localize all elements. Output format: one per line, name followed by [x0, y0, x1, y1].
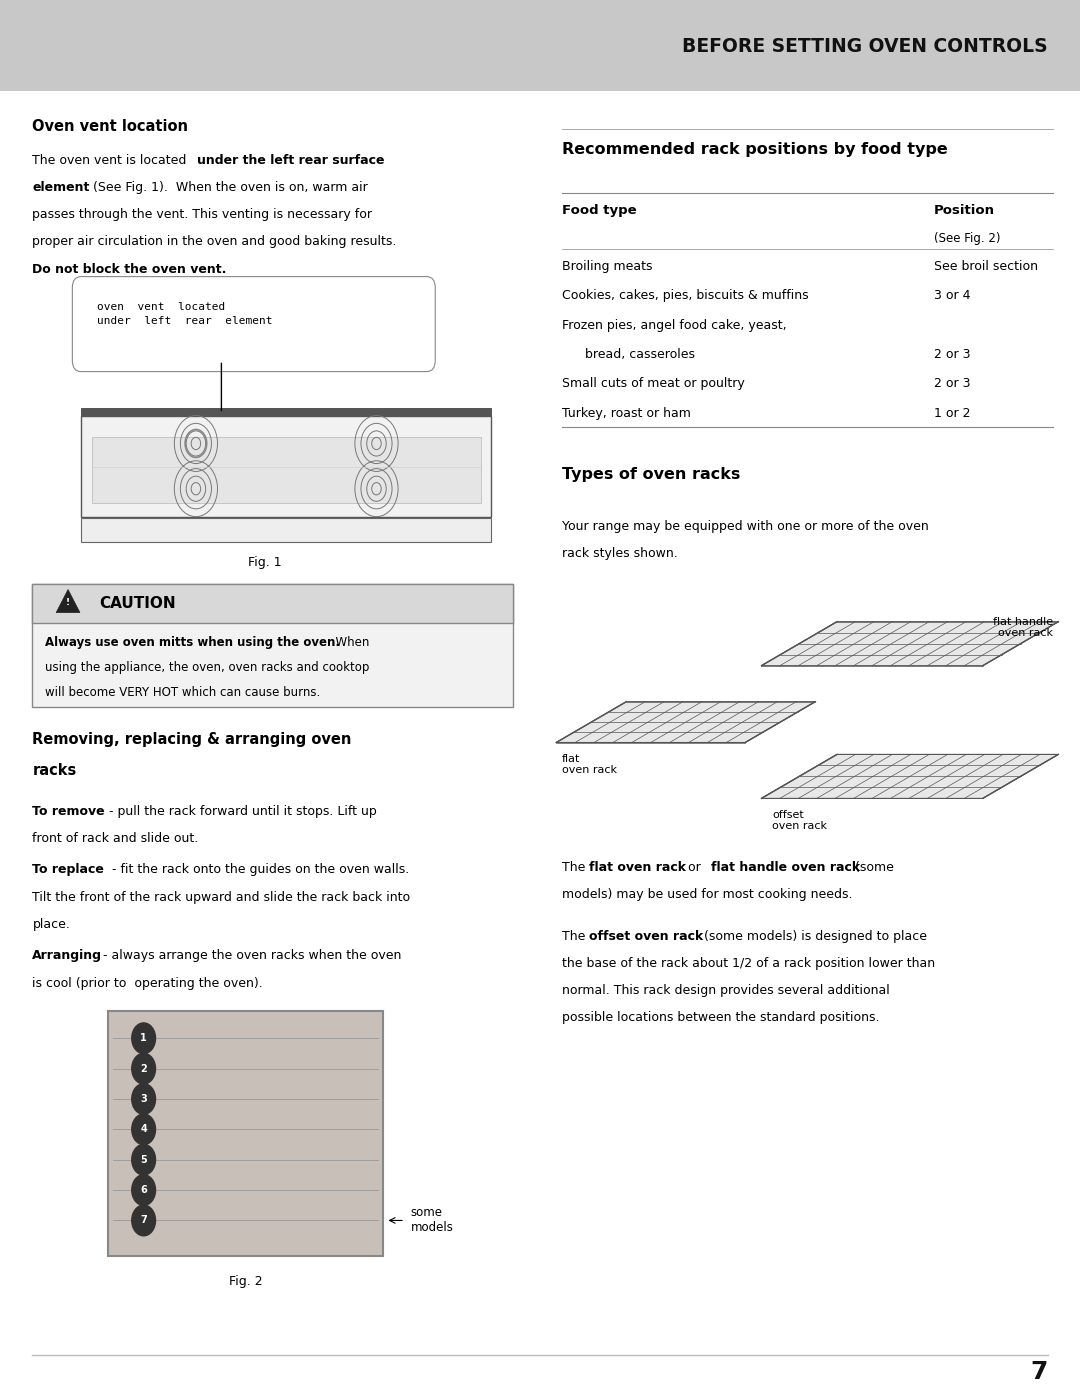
Text: models) may be used for most cooking needs.: models) may be used for most cooking nee…	[562, 888, 852, 901]
Text: The: The	[562, 930, 589, 943]
Text: The oven vent is located: The oven vent is located	[32, 154, 191, 166]
Text: (some models) is designed to place: (some models) is designed to place	[700, 930, 927, 943]
Text: (See Fig. 2): (See Fig. 2)	[934, 232, 1001, 244]
Circle shape	[132, 1144, 156, 1175]
Text: Fig. 1: Fig. 1	[247, 556, 282, 569]
Bar	[81, 518, 491, 542]
Polygon shape	[56, 590, 80, 612]
Text: CAUTION: CAUTION	[99, 597, 176, 610]
Text: or: or	[684, 862, 704, 875]
Text: normal. This rack design provides several additional: normal. This rack design provides severa…	[562, 985, 889, 997]
Circle shape	[132, 1053, 156, 1084]
Text: some
models: some models	[410, 1207, 454, 1235]
Text: Broiling meats: Broiling meats	[562, 260, 652, 272]
Circle shape	[132, 1113, 156, 1144]
Text: To remove: To remove	[32, 805, 105, 817]
Text: offset
oven rack: offset oven rack	[772, 810, 827, 831]
Bar	[108, 1011, 383, 1256]
Text: Oven vent location: Oven vent location	[32, 119, 188, 134]
Text: 1 or 2: 1 or 2	[934, 407, 971, 419]
Circle shape	[132, 1084, 156, 1115]
Text: flat oven rack: flat oven rack	[589, 862, 686, 875]
Text: Small cuts of meat or poultry: Small cuts of meat or poultry	[562, 377, 744, 390]
Text: possible locations between the standard positions.: possible locations between the standard …	[562, 1011, 879, 1024]
Text: Tilt the front of the rack upward and slide the rack back into: Tilt the front of the rack upward and sl…	[32, 891, 410, 904]
Text: 7: 7	[1030, 1359, 1048, 1384]
Text: flat
oven rack: flat oven rack	[562, 754, 617, 775]
Text: Removing, replacing & arranging oven: Removing, replacing & arranging oven	[32, 732, 352, 747]
Text: 6: 6	[140, 1185, 147, 1194]
Text: offset oven rack: offset oven rack	[589, 930, 703, 943]
Bar	[0, 0, 1080, 91]
Text: will become VERY HOT which can cause burns.: will become VERY HOT which can cause bur…	[45, 686, 321, 698]
Text: 3: 3	[140, 1094, 147, 1104]
Text: - pull the rack forward until it stops. Lift up: - pull the rack forward until it stops. …	[105, 805, 377, 817]
Text: Arranging: Arranging	[32, 950, 103, 963]
Polygon shape	[761, 622, 1058, 666]
Bar	[32, 584, 513, 623]
Circle shape	[132, 1206, 156, 1236]
Text: flat handle oven rack: flat handle oven rack	[711, 862, 860, 875]
Text: element: element	[32, 180, 90, 194]
Text: using the appliance, the oven, oven racks and cooktop: using the appliance, the oven, oven rack…	[45, 661, 369, 673]
Text: Recommended rack positions by food type: Recommended rack positions by food type	[562, 142, 947, 158]
Text: See broil section: See broil section	[934, 260, 1038, 272]
Text: - fit the rack onto the guides on the oven walls.: - fit the rack onto the guides on the ov…	[108, 863, 409, 876]
Text: rack styles shown.: rack styles shown.	[562, 548, 677, 560]
Text: !: !	[66, 598, 70, 606]
Text: 2: 2	[140, 1063, 147, 1074]
Text: racks: racks	[32, 763, 77, 778]
Text: oven  vent  located
under  left  rear  element: oven vent located under left rear elemen…	[97, 302, 272, 326]
Text: 1: 1	[140, 1034, 147, 1044]
Circle shape	[132, 1023, 156, 1053]
Text: 2 or 3: 2 or 3	[934, 377, 971, 390]
Text: Cookies, cakes, pies, biscuits & muffins: Cookies, cakes, pies, biscuits & muffins	[562, 289, 808, 302]
Text: Do not block the oven vent.: Do not block the oven vent.	[32, 263, 227, 275]
Text: Always use oven mitts when using the oven.: Always use oven mitts when using the ove…	[45, 636, 340, 648]
Text: Fig. 2: Fig. 2	[229, 1275, 262, 1288]
Text: place.: place.	[32, 918, 70, 930]
Text: 3 or 4: 3 or 4	[934, 289, 971, 302]
Text: Frozen pies, angel food cake, yeast,: Frozen pies, angel food cake, yeast,	[562, 319, 786, 331]
Text: 2 or 3: 2 or 3	[934, 348, 971, 360]
Text: passes through the vent. This venting is necessary for: passes through the vent. This venting is…	[32, 208, 373, 221]
Polygon shape	[761, 754, 1058, 799]
Text: proper air circulation in the oven and good baking results.: proper air circulation in the oven and g…	[32, 235, 396, 249]
FancyBboxPatch shape	[72, 277, 435, 372]
Bar	[81, 408, 491, 430]
Bar	[81, 416, 491, 517]
Text: Food type: Food type	[562, 204, 636, 217]
Text: 4: 4	[140, 1125, 147, 1134]
Polygon shape	[556, 701, 815, 743]
Text: is cool (prior to  operating the oven).: is cool (prior to operating the oven).	[32, 977, 264, 989]
Text: bread, casseroles: bread, casseroles	[585, 348, 696, 360]
Text: flat handle
oven rack: flat handle oven rack	[993, 617, 1053, 638]
Text: (See Fig. 1).  When the oven is on, warm air: (See Fig. 1). When the oven is on, warm …	[89, 180, 367, 194]
Text: Your range may be equipped with one or more of the oven: Your range may be equipped with one or m…	[562, 520, 929, 532]
Text: the base of the rack about 1/2 of a rack position lower than: the base of the rack about 1/2 of a rack…	[562, 957, 934, 970]
Bar	[92, 437, 481, 503]
Text: Types of oven racks: Types of oven racks	[562, 467, 740, 482]
Circle shape	[132, 1175, 156, 1206]
Text: BEFORE SETTING OVEN CONTROLS: BEFORE SETTING OVEN CONTROLS	[681, 36, 1048, 56]
Text: under the left rear surface: under the left rear surface	[197, 154, 384, 166]
Text: Turkey, roast or ham: Turkey, roast or ham	[562, 407, 690, 419]
Text: (some: (some	[851, 862, 894, 875]
Text: The: The	[562, 862, 589, 875]
Text: 7: 7	[140, 1215, 147, 1225]
Text: 5: 5	[140, 1155, 147, 1165]
Text: When: When	[328, 636, 369, 648]
Bar	[32, 584, 513, 707]
Text: Position: Position	[934, 204, 995, 217]
Text: - always arrange the oven racks when the oven: - always arrange the oven racks when the…	[99, 950, 402, 963]
Text: To replace: To replace	[32, 863, 105, 876]
Text: front of rack and slide out.: front of rack and slide out.	[32, 831, 199, 845]
